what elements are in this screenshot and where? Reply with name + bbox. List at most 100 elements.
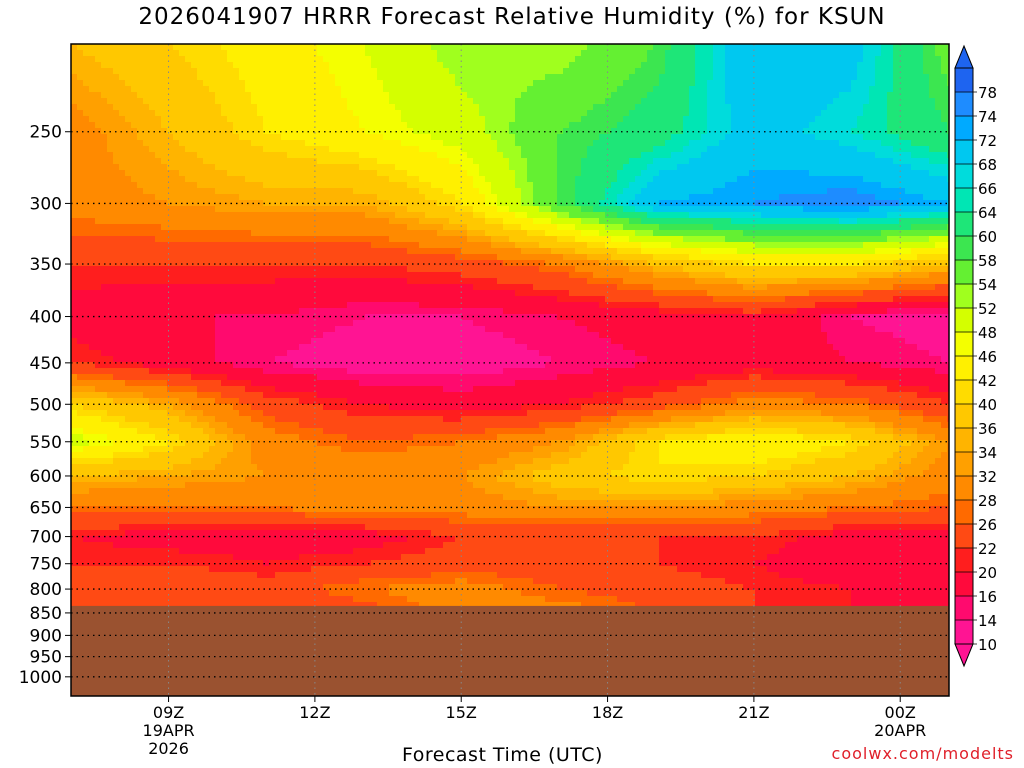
heatmap-cell — [413, 74, 420, 81]
heatmap-cell — [245, 86, 252, 93]
heatmap-cell — [329, 122, 336, 129]
heatmap-cell — [287, 92, 294, 99]
heatmap-cell — [695, 206, 702, 213]
heatmap-cell — [659, 206, 666, 213]
heatmap-cell — [431, 176, 438, 183]
heatmap-cell — [749, 200, 756, 207]
heatmap-cell — [497, 44, 504, 51]
heatmap-cell — [839, 74, 846, 81]
heatmap-cell — [935, 122, 942, 129]
heatmap-cell — [95, 164, 102, 171]
heatmap-cell — [293, 224, 300, 231]
heatmap-cell — [659, 224, 666, 231]
heatmap-cell — [305, 140, 312, 147]
heatmap-cell — [821, 242, 828, 249]
heatmap-cell — [341, 74, 348, 81]
heatmap-cell — [695, 188, 702, 195]
heatmap-cell — [197, 200, 204, 207]
heatmap-cell — [767, 92, 774, 99]
heatmap-cell — [713, 110, 720, 117]
heatmap-cell — [893, 62, 900, 69]
heatmap-cell — [353, 140, 360, 147]
heatmap-cell — [107, 140, 114, 147]
heatmap-cell — [197, 182, 204, 189]
heatmap-cell — [773, 50, 780, 57]
heatmap-cell — [191, 140, 198, 147]
heatmap-cell — [821, 104, 828, 111]
heatmap-cell — [911, 218, 918, 225]
heatmap-cell — [149, 194, 156, 201]
heatmap-cell — [821, 122, 828, 129]
heatmap-cell — [887, 218, 894, 225]
heatmap-cell — [695, 92, 702, 99]
heatmap-cell — [803, 176, 810, 183]
heatmap-cell — [521, 242, 528, 249]
heatmap-cell — [335, 158, 342, 165]
heatmap-cell — [725, 194, 732, 201]
heatmap-cell — [677, 158, 684, 165]
heatmap-cell — [575, 62, 582, 69]
heatmap-cell — [485, 74, 492, 81]
heatmap-cell — [377, 218, 384, 225]
heatmap-cell — [749, 152, 756, 159]
heatmap-cell — [197, 110, 204, 117]
heatmap-cell — [101, 164, 108, 171]
heatmap-cell — [695, 56, 702, 63]
heatmap-cell — [857, 56, 864, 63]
heatmap-cell — [389, 44, 396, 51]
heatmap-cell — [137, 176, 144, 183]
heatmap-cell — [629, 86, 636, 93]
heatmap-cell — [245, 242, 252, 249]
heatmap-cell — [143, 200, 150, 207]
heatmap-cell — [941, 110, 948, 117]
heatmap-cell — [935, 194, 942, 201]
heatmap-cell — [593, 236, 600, 243]
heatmap-cell — [461, 92, 468, 99]
heatmap-cell — [851, 50, 858, 57]
heatmap-cell — [827, 182, 834, 189]
heatmap-cell — [617, 146, 624, 153]
heatmap-cell — [449, 116, 456, 123]
heatmap-cell — [299, 140, 306, 147]
heatmap-cell — [407, 116, 414, 123]
heatmap-cell — [563, 80, 570, 87]
heatmap-cell — [299, 242, 306, 249]
heatmap-cell — [257, 188, 264, 195]
heatmap-cell — [599, 92, 606, 99]
heatmap-cell — [443, 98, 450, 105]
heatmap-cell — [503, 230, 510, 237]
heatmap-cell — [257, 74, 264, 81]
heatmap-cell — [323, 212, 330, 219]
heatmap-cell — [587, 242, 594, 249]
heatmap-cell — [197, 158, 204, 165]
heatmap-cell — [149, 122, 156, 129]
heatmap-cell — [515, 92, 522, 99]
heatmap-cell — [827, 68, 834, 75]
heatmap-cell — [491, 86, 498, 93]
heatmap-cell — [107, 56, 114, 63]
heatmap-cell — [419, 110, 426, 117]
heatmap-cell — [419, 218, 426, 225]
heatmap-cell — [665, 188, 672, 195]
heatmap-cell — [647, 122, 654, 129]
heatmap-cell — [731, 164, 738, 171]
heatmap-cell — [713, 200, 720, 207]
heatmap-cell — [905, 56, 912, 63]
heatmap-cell — [821, 116, 828, 123]
heatmap-cell — [623, 230, 630, 237]
heatmap-cell — [509, 140, 516, 147]
heatmap-cell — [239, 134, 246, 141]
heatmap-cell — [371, 140, 378, 147]
heatmap-cell — [479, 110, 486, 117]
heatmap-cell — [449, 62, 456, 69]
heatmap-cell — [167, 44, 174, 51]
heatmap-cell — [611, 44, 618, 51]
heatmap-cell — [281, 74, 288, 81]
heatmap-cell — [305, 104, 312, 111]
heatmap-cell — [629, 206, 636, 213]
heatmap-cell — [869, 50, 876, 57]
heatmap-cell — [431, 86, 438, 93]
heatmap-cell — [425, 116, 432, 123]
heatmap-cell — [659, 128, 666, 135]
heatmap-cell — [887, 158, 894, 165]
